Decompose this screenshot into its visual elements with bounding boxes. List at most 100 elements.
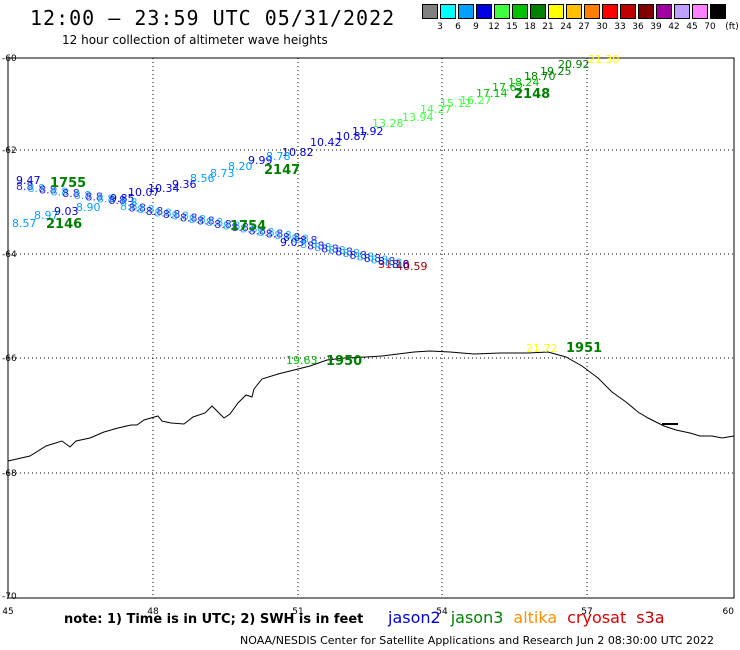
colorbar-label: 12 bbox=[488, 22, 500, 32]
colorbar-swatch bbox=[656, 4, 672, 19]
map-title: 12:00 – 23:59 UTC 05/31/2022 bbox=[30, 6, 396, 30]
wave-height-value: 8.73 bbox=[210, 167, 235, 180]
track-label-cluster: 8.8 bbox=[180, 211, 198, 224]
wave-height-value: 8.90 bbox=[76, 201, 101, 214]
track-label-cluster: 8.8 bbox=[197, 215, 215, 228]
wave-height-value: 15.12 bbox=[440, 97, 472, 110]
note-text: note: 1) Time is in UTC; 2) SWH is in fe… bbox=[64, 612, 364, 627]
lon-tick-label: 48 bbox=[147, 607, 159, 617]
track-label-cluster: 8.8 bbox=[385, 256, 403, 269]
track-label-cluster: 8.8 bbox=[223, 219, 241, 232]
track-label-cluster: 8.8 bbox=[257, 226, 275, 239]
wave-height-points: 21.3020.9219.2518.7018.2417.6217.1416.27… bbox=[12, 53, 620, 367]
pass-number: 1950 bbox=[326, 354, 362, 369]
track-label-cluster: 8.8 bbox=[342, 247, 360, 260]
wave-height-value: 9.85 bbox=[110, 192, 135, 205]
wave-height-value: 8.57 bbox=[12, 217, 37, 230]
track-label-cluster: 8.8 bbox=[51, 185, 69, 198]
wave-height-value: 40.59 bbox=[396, 260, 428, 273]
wave-height-value: 18.24 bbox=[508, 76, 540, 89]
lon-tick-label: 60 bbox=[723, 607, 735, 617]
lat-tick-label: -60 bbox=[2, 54, 17, 64]
pass-number: 2147 bbox=[264, 163, 300, 178]
track-label-cluster: 8.8 bbox=[307, 240, 325, 253]
colorbar-label: 36 bbox=[632, 22, 644, 32]
mission-legend: jason2 jason3 altika cryosat s3a bbox=[388, 608, 675, 627]
wave-height-value: 10.42 bbox=[310, 136, 342, 149]
track-label-cluster: 8.8 bbox=[357, 250, 375, 263]
wave-height-value: 10.87 bbox=[336, 130, 368, 143]
longitude-labels: 45 48 51 54 57 60 bbox=[2, 607, 734, 617]
track-label-cluster: 8.8 bbox=[371, 253, 389, 266]
track-label-cluster: 8.8 bbox=[74, 189, 92, 202]
pass-number: 1951 bbox=[566, 341, 602, 356]
track-label-cluster: 8.8 bbox=[214, 218, 232, 231]
colorbar-swatch bbox=[710, 4, 726, 19]
track-label-cluster: 8.8 bbox=[231, 221, 249, 234]
colorbar-label: 6 bbox=[455, 22, 461, 32]
lat-tick-label: -64 bbox=[2, 250, 17, 260]
map-frame bbox=[7, 57, 735, 599]
track-label-cluster: 8.8 bbox=[163, 208, 181, 221]
colorbar-label: 39 bbox=[650, 22, 662, 32]
track-label-cluster: 8.8 bbox=[283, 231, 301, 244]
colorbar-swatch bbox=[440, 4, 456, 19]
lon-tick-label: 51 bbox=[292, 607, 303, 617]
track-label-cluster: 8.8 bbox=[108, 194, 126, 207]
wave-height-value: 18.70 bbox=[524, 70, 556, 83]
wave-height-value: 10.07 bbox=[128, 186, 160, 199]
colorbar-label: 9 bbox=[473, 22, 479, 32]
wave-height-value: 9.47 bbox=[16, 174, 41, 187]
track-label-cluster: 8.8 bbox=[378, 255, 396, 268]
track-label-cluster: 8.8 bbox=[249, 224, 266, 237]
track-label-cluster: 8.8 bbox=[171, 210, 189, 223]
track-label-cluster: 8.8 bbox=[291, 232, 309, 245]
wave-height-value: 19.25 bbox=[540, 65, 572, 78]
mission-jason2: jason2 bbox=[388, 608, 441, 627]
wave-height-value: 13.94 bbox=[402, 111, 434, 124]
wave-height-value: 10.34 bbox=[148, 182, 180, 195]
colorbar-label: 42 bbox=[668, 22, 680, 32]
track-label-cluster: 8.8 bbox=[300, 238, 318, 251]
colorbar-swatch bbox=[512, 4, 528, 19]
colorbar-label: 24 bbox=[560, 22, 572, 32]
lon-tick-label: 54 bbox=[436, 607, 448, 617]
lat-tick-label: -70 bbox=[2, 592, 17, 602]
track-label-cluster: 8.8 bbox=[328, 244, 346, 257]
wave-height-value: 8.97 bbox=[34, 209, 59, 222]
track-label-cluster: 8.8 bbox=[154, 206, 172, 219]
pass-number: 2146 bbox=[46, 217, 82, 232]
track-label-cluster: 8.8 bbox=[85, 191, 103, 204]
wave-height-value: 13.28 bbox=[372, 117, 404, 130]
track-label-cluster: 8.8 bbox=[28, 182, 46, 195]
wave-height-value: 10.82 bbox=[282, 146, 314, 159]
colorbar-label: 15 bbox=[506, 22, 518, 32]
mission-altika: altika bbox=[513, 608, 558, 627]
colorbar-swatch bbox=[602, 4, 618, 19]
colorbar-label: 21 bbox=[542, 22, 554, 32]
colorbar-swatch bbox=[422, 4, 438, 19]
track-label-cluster: 8.8 bbox=[39, 184, 57, 197]
wave-height-value: 19.63 bbox=[286, 354, 318, 367]
colorbar-swatch bbox=[530, 4, 546, 19]
track-label-cluster: 8.8 bbox=[300, 234, 318, 247]
wave-height-value: 9.03 bbox=[280, 236, 305, 249]
track-label-cluster: 8.8 bbox=[350, 249, 368, 262]
lon-tick-label: 45 bbox=[2, 607, 13, 617]
mission-s3a: s3a bbox=[636, 608, 665, 627]
lat-tick-label: -66 bbox=[2, 354, 17, 364]
colorbar-label: 30 bbox=[596, 22, 608, 32]
colorbar-swatch bbox=[548, 4, 564, 19]
wave-height-value: 21.72 bbox=[526, 342, 558, 355]
track-label-cluster: 8.8 bbox=[120, 200, 138, 213]
track-label-cluster: 8.8 bbox=[189, 213, 207, 226]
track-label-cluster: 8.8 bbox=[137, 203, 155, 216]
colorbar-swatch bbox=[584, 4, 600, 19]
wave-height-value: 14.27 bbox=[420, 103, 452, 116]
wave-height-value: 8.78 bbox=[266, 150, 291, 163]
colorbar-swatch bbox=[476, 4, 492, 19]
wave-height-value: 8.20 bbox=[228, 160, 253, 173]
graticule bbox=[8, 58, 734, 598]
colorbar-label: 70 bbox=[704, 22, 716, 32]
